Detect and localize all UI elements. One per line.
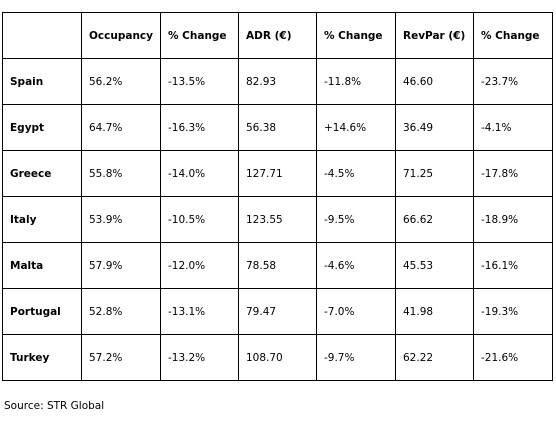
row-revpar: 62.22	[395, 334, 474, 381]
row-adr-change: -9.7%	[316, 334, 396, 381]
row-occupancy: 64.7%	[81, 104, 161, 151]
table-row: Portugal 52.8% -13.1% 79.47 -7.0% 41.98 …	[2, 288, 553, 335]
header-revpar: RevPar (€)	[395, 12, 474, 59]
row-occupancy: 57.2%	[81, 334, 161, 381]
row-revpar: 45.53	[395, 242, 474, 289]
row-country: Turkey	[2, 334, 82, 381]
row-adr: 82.93	[238, 58, 317, 105]
row-revpar-change: -21.6%	[473, 334, 553, 381]
row-adr-change: -9.5%	[316, 196, 396, 243]
row-adr: 108.70	[238, 334, 317, 381]
row-occupancy-change: -14.0%	[160, 150, 239, 197]
row-occupancy: 52.8%	[81, 288, 161, 335]
row-country: Portugal	[2, 288, 82, 335]
row-country: Egypt	[2, 104, 82, 151]
row-revpar-change: -18.9%	[473, 196, 553, 243]
row-revpar-change: -4.1%	[473, 104, 553, 151]
table-row: Turkey 57.2% -13.2% 108.70 -9.7% 62.22 -…	[2, 334, 553, 381]
row-revpar-change: -19.3%	[473, 288, 553, 335]
table-row: Malta 57.9% -12.0% 78.58 -4.6% 45.53 -16…	[2, 242, 553, 289]
table-row: Greece 55.8% -14.0% 127.71 -4.5% 71.25 -…	[2, 150, 553, 197]
row-adr-change: -4.5%	[316, 150, 396, 197]
row-adr-change: -4.6%	[316, 242, 396, 289]
row-adr-change: +14.6%	[316, 104, 396, 151]
table-row: Egypt 64.7% -16.3% 56.38 +14.6% 36.49 -4…	[2, 104, 553, 151]
row-revpar-change: -23.7%	[473, 58, 553, 105]
row-adr-change: -7.0%	[316, 288, 396, 335]
row-country: Malta	[2, 242, 82, 289]
row-revpar: 71.25	[395, 150, 474, 197]
table-row: Spain 56.2% -13.5% 82.93 -11.8% 46.60 -2…	[2, 58, 553, 105]
header-occupancy: Occupancy	[81, 12, 161, 59]
table-header-row: Occupancy % Change ADR (€) % Change RevP…	[2, 12, 553, 59]
row-occupancy-change: -13.5%	[160, 58, 239, 105]
row-adr: 79.47	[238, 288, 317, 335]
row-adr: 123.55	[238, 196, 317, 243]
header-adr-change: % Change	[316, 12, 396, 59]
row-occupancy: 56.2%	[81, 58, 161, 105]
row-adr: 127.71	[238, 150, 317, 197]
table-row: Italy 53.9% -10.5% 123.55 -9.5% 66.62 -1…	[2, 196, 553, 243]
row-occupancy: 55.8%	[81, 150, 161, 197]
row-adr: 78.58	[238, 242, 317, 289]
row-occupancy: 57.9%	[81, 242, 161, 289]
hotel-performance-table: Occupancy % Change ADR (€) % Change RevP…	[2, 12, 553, 381]
row-revpar: 66.62	[395, 196, 474, 243]
row-occupancy-change: -16.3%	[160, 104, 239, 151]
row-occupancy-change: -10.5%	[160, 196, 239, 243]
row-country: Spain	[2, 58, 82, 105]
row-adr: 56.38	[238, 104, 317, 151]
row-revpar: 36.49	[395, 104, 474, 151]
header-adr: ADR (€)	[238, 12, 317, 59]
row-occupancy: 53.9%	[81, 196, 161, 243]
row-revpar: 46.60	[395, 58, 474, 105]
header-revpar-change: % Change	[473, 12, 553, 59]
row-occupancy-change: -12.0%	[160, 242, 239, 289]
row-revpar-change: -16.1%	[473, 242, 553, 289]
header-occupancy-change: % Change	[160, 12, 239, 59]
source-note: Source: STR Global	[4, 400, 105, 412]
row-occupancy-change: -13.2%	[160, 334, 239, 381]
row-country: Greece	[2, 150, 82, 197]
row-country: Italy	[2, 196, 82, 243]
row-revpar-change: -17.8%	[473, 150, 553, 197]
row-revpar: 41.98	[395, 288, 474, 335]
row-occupancy-change: -13.1%	[160, 288, 239, 335]
row-adr-change: -11.8%	[316, 58, 396, 105]
header-corner-cell	[2, 12, 82, 59]
